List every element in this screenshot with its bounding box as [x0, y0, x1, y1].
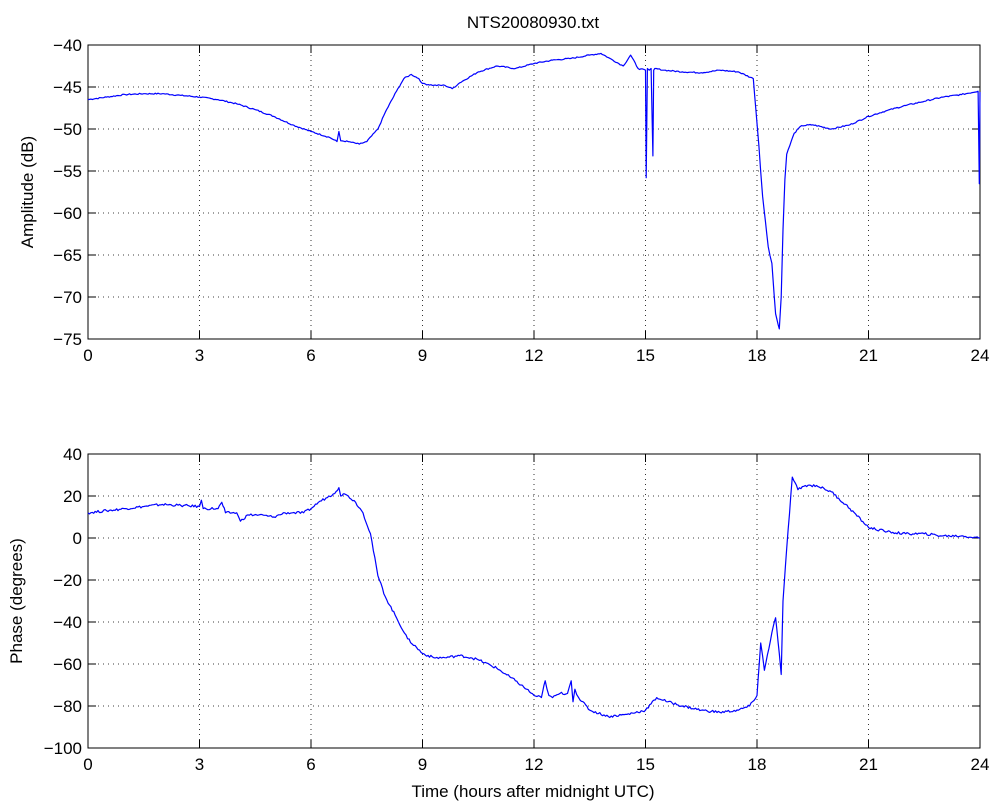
amplitude-series-line [87, 52, 981, 330]
phase-y-tick-label: −20 [53, 571, 82, 590]
phase-y-tick-label: 40 [63, 445, 82, 464]
amplitude-y-tick-label: −65 [53, 246, 82, 265]
amplitude-x-tick-label: 6 [306, 346, 315, 365]
amplitude-x-tick-label: 3 [195, 346, 204, 365]
phase-frame [87, 453, 981, 749]
phase-series-line [87, 476, 981, 719]
phase-x-tick-label: 18 [748, 755, 767, 774]
phase-y-tick-label: −100 [44, 739, 82, 758]
amplitude-x-tick-label: 9 [418, 346, 427, 365]
amplitude-y-tick-label: −50 [53, 120, 82, 139]
amplitude-x-tick-label: 0 [83, 346, 92, 365]
phase-subplot: 0 3 6 9 12 15 18 21 24 40 20 0 −20 −40 −60 −80 −100 Pha… [7, 445, 989, 801]
phase-y-tick-label: −40 [53, 613, 82, 632]
amplitude-y-tick-label: −45 [53, 78, 82, 97]
phase-y-axis-label: Phase (degrees) [7, 538, 26, 664]
phase-x-tick-label: 12 [525, 755, 544, 774]
amplitude-y-tick-label: −55 [53, 162, 82, 181]
amplitude-y-axis-label: Amplitude (dB) [18, 136, 37, 248]
amplitude-x-tick-label: 21 [859, 346, 878, 365]
amplitude-y-tick-label: −75 [53, 330, 82, 349]
amplitude-grid [88, 45, 980, 339]
phase-x-ticks: 0 3 6 9 12 15 18 21 24 [83, 454, 989, 774]
phase-x-tick-label: 0 [83, 755, 92, 774]
phase-x-tick-label: 21 [859, 755, 878, 774]
phase-y-tick-label: −60 [53, 655, 82, 674]
phase-x-tick-label: 3 [195, 755, 204, 774]
phase-y-tick-label: −80 [53, 697, 82, 716]
amplitude-y-ticks: −40 −45 −50 −55 −60 −65 −70 −75 [53, 36, 980, 349]
phase-x-tick-label: 24 [971, 755, 990, 774]
amplitude-x-tick-label: 24 [971, 346, 990, 365]
amplitude-frame [87, 44, 981, 340]
phase-grid [88, 454, 980, 748]
phase-x-tick-label: 6 [306, 755, 315, 774]
phase-x-axis-label: Time (hours after midnight UTC) [411, 782, 654, 801]
phase-x-tick-label: 15 [636, 755, 655, 774]
phase-y-tick-label: 20 [63, 487, 82, 506]
amplitude-x-tick-label: 18 [748, 346, 767, 365]
amplitude-x-ticks: 0 3 6 9 12 15 18 21 24 [83, 45, 989, 365]
amplitude-y-tick-label: −40 [53, 36, 82, 55]
phase-x-tick-label: 9 [418, 755, 427, 774]
phase-y-tick-label: 0 [73, 529, 82, 548]
amplitude-subplot: NTS20080930.txt 0 3 6 9 12 15 18 21 24 −40 −45 −50… [18, 13, 989, 365]
phase-y-ticks: 40 20 0 −20 −40 −60 −80 −100 [44, 445, 980, 758]
amplitude-x-tick-label: 15 [636, 346, 655, 365]
amplitude-y-tick-label: −70 [53, 288, 82, 307]
amplitude-y-tick-label: −60 [53, 204, 82, 223]
amplitude-title: NTS20080930.txt [467, 13, 600, 32]
amplitude-x-tick-label: 12 [525, 346, 544, 365]
